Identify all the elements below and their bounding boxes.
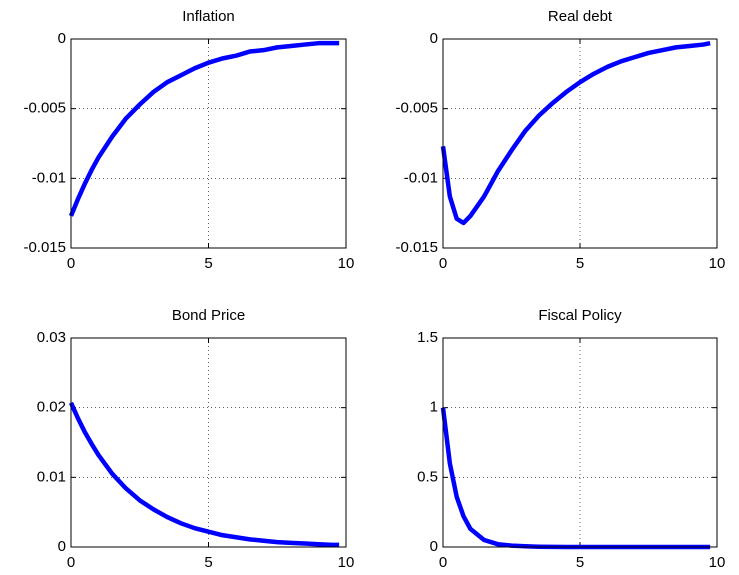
y-tick-label: 0.5 <box>417 468 438 485</box>
x-tick-label: 0 <box>67 554 75 571</box>
x-tick-label: 0 <box>439 554 447 571</box>
x-tick-label: 5 <box>576 554 584 571</box>
axes-box <box>70 337 347 548</box>
y-tick-label: 0.03 <box>37 329 66 346</box>
x-tick-label: 10 <box>338 255 355 272</box>
y-tick-label: 1.5 <box>417 329 438 346</box>
chart-title: Bond Price <box>172 307 245 324</box>
y-tick-label: -0.005 <box>23 100 66 117</box>
x-tick-label: 10 <box>338 554 355 571</box>
chart-title: Fiscal Policy <box>538 307 622 324</box>
y-tick-label: -0.015 <box>23 239 66 256</box>
y-tick-label: 0 <box>58 30 66 47</box>
data-line <box>440 40 711 226</box>
axes-box <box>442 38 718 249</box>
x-tick-label: 0 <box>67 255 75 272</box>
y-tick-label: -0.01 <box>32 169 66 186</box>
data-line <box>68 401 340 548</box>
y-tick-label: 0.02 <box>37 399 66 416</box>
x-tick-label: 5 <box>576 255 584 272</box>
x-tick-label: 5 <box>204 554 212 571</box>
axes-box <box>442 337 718 548</box>
y-tick-label: 1 <box>430 399 438 416</box>
x-tick-label: 10 <box>709 255 726 272</box>
y-tick-label: 0 <box>430 30 438 47</box>
x-tick-label: 5 <box>204 255 212 272</box>
y-tick-label: -0.015 <box>395 239 438 256</box>
y-tick-label: -0.01 <box>404 169 438 186</box>
data-line <box>68 40 340 217</box>
chart-title: Real debt <box>548 8 613 25</box>
y-tick-label: 0 <box>58 538 66 555</box>
y-tick-label: -0.005 <box>395 100 438 117</box>
x-tick-label: 0 <box>439 255 447 272</box>
y-tick-label: 0.01 <box>37 468 66 485</box>
x-tick-label: 10 <box>709 554 726 571</box>
y-tick-label: 0 <box>430 538 438 555</box>
chart-title: Inflation <box>182 8 235 25</box>
axes-box <box>70 38 347 249</box>
